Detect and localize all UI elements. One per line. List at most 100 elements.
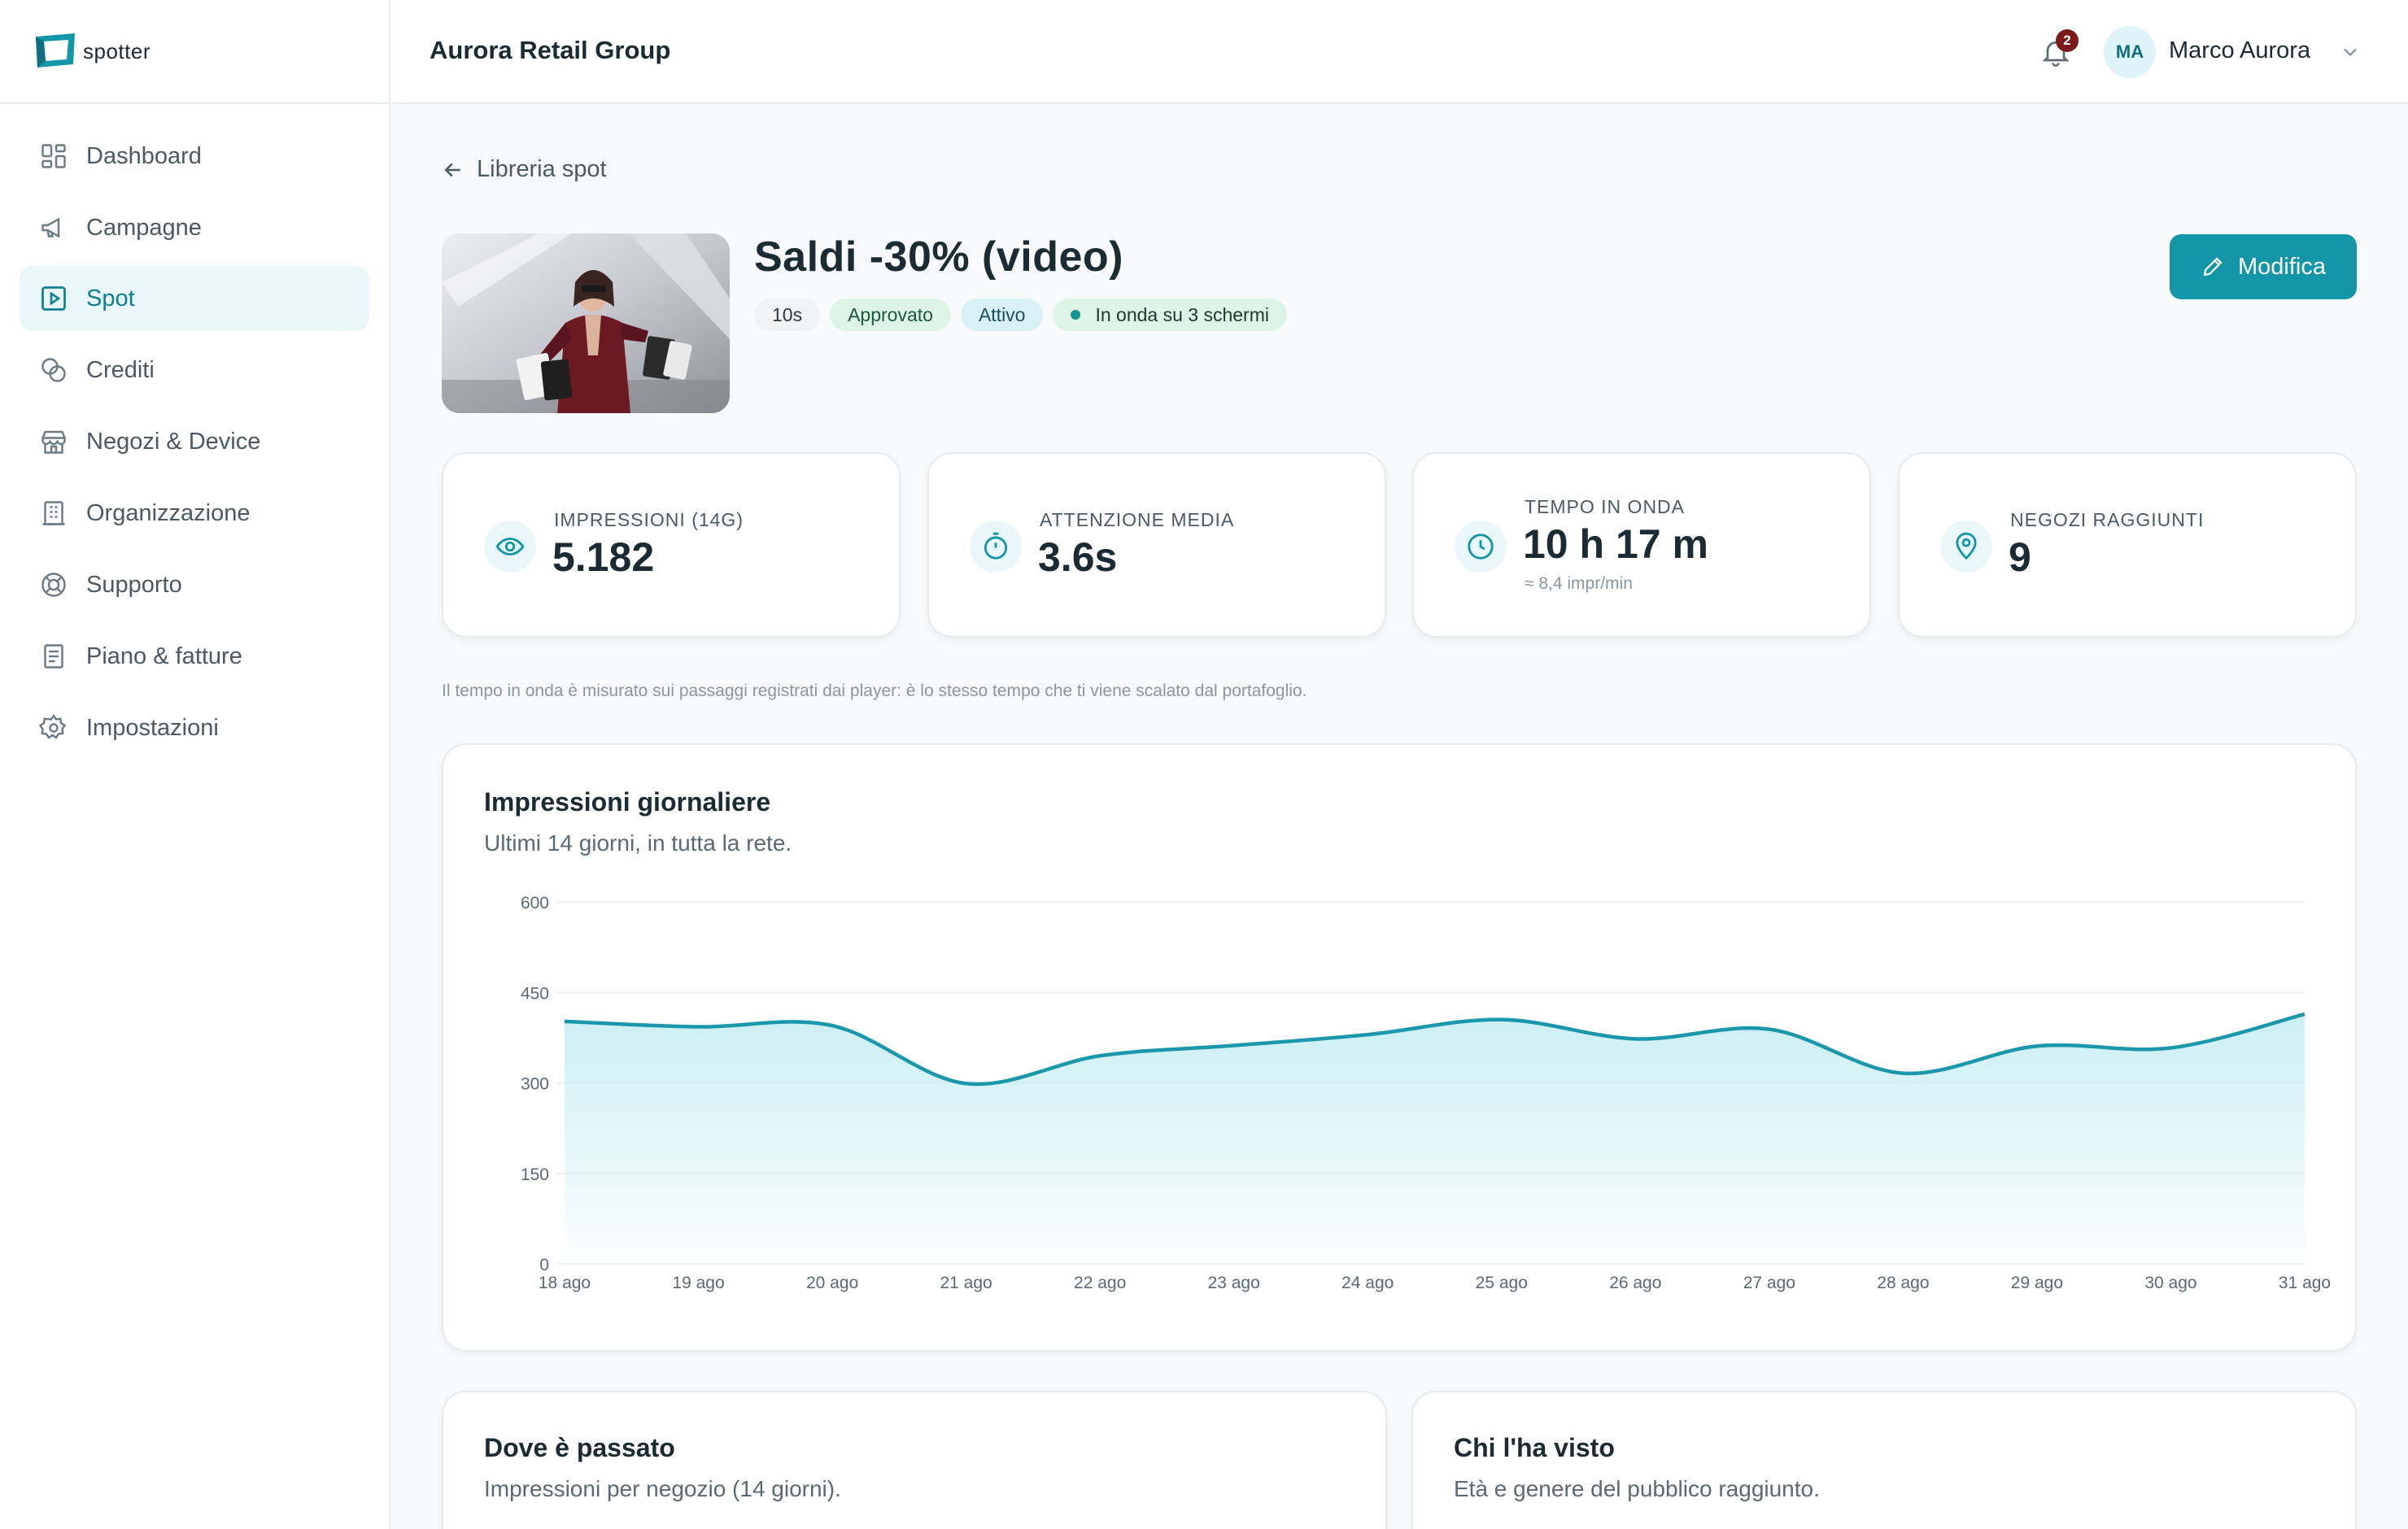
series-area (565, 1013, 2305, 1264)
x-tick-label: 20 ago (806, 1274, 858, 1292)
duration-badge: 10s (754, 298, 821, 331)
back-to-library-link[interactable]: Libreria spot (441, 156, 607, 183)
sidebar-item-label: Supporto (86, 571, 182, 598)
sidebar-item-label: Spot (86, 285, 135, 311)
x-tick-label: 18 ago (539, 1274, 591, 1292)
x-tick-label: 19 ago (672, 1274, 724, 1292)
x-tick-label: 23 ago (1208, 1274, 1260, 1292)
y-tick-label: 450 (521, 984, 549, 1003)
megaphone-icon (37, 211, 70, 244)
stores-card-subtitle: Impressioni per negozio (14 giorni). (484, 1476, 841, 1501)
sidebar-item-supporto[interactable]: Supporto (20, 552, 369, 617)
live-dot-icon (1071, 310, 1081, 320)
stat-value: 9 (2009, 534, 2031, 580)
dashboard-icon (37, 140, 70, 172)
sidebar-item-piano-fatture[interactable]: Piano & fatture (20, 624, 369, 689)
y-tick-label: 300 (521, 1075, 549, 1094)
organization-name: Aurora Retail Group (430, 36, 671, 64)
stat-label: ATTENZIONE MEDIA (1040, 509, 1235, 530)
eye-icon (484, 521, 536, 573)
sidebar-item-label: Negozi & Device (86, 428, 261, 455)
spot-title: Saldi -30% (video) (754, 233, 1123, 281)
y-tick-label: 0 (539, 1256, 549, 1274)
sidebar-item-label: Impostazioni (86, 714, 219, 741)
spotter-logo-icon (33, 32, 78, 71)
sidebar-item-label: Piano & fatture (86, 643, 242, 669)
sidebar-item-label: Organizzazione (86, 499, 251, 526)
stat-card-impressions: IMPRESSIONI (14G) 5.182 (442, 452, 901, 638)
store-icon (37, 425, 70, 458)
logo-text: spotter (83, 38, 150, 63)
sidebar-item-impostazioni[interactable]: Impostazioni (20, 695, 369, 760)
x-tick-label: 25 ago (1476, 1274, 1528, 1292)
x-tick-label: 21 ago (940, 1274, 992, 1292)
sidebar-item-campagne[interactable]: Campagne (20, 195, 369, 260)
chevron-down-icon[interactable] (2339, 41, 2362, 63)
top-header: Aurora Retail Group 2 MA Marco Aurora (392, 0, 2408, 104)
stores-card-title: Dove è passato (484, 1433, 675, 1462)
x-tick-label: 26 ago (1609, 1274, 1661, 1292)
stat-subtext: ≈ 8,4 impr/min (1525, 574, 1633, 593)
sidebar-item-crediti[interactable]: Crediti (20, 338, 369, 403)
avatar[interactable]: MA (2104, 26, 2156, 78)
logo[interactable]: spotter (0, 0, 389, 104)
spot-badges: 10s Approvato Attivo In onda su 3 scherm… (754, 298, 1287, 331)
stat-value: 10 h 17 m (1523, 521, 1708, 567)
stat-value: 3.6s (1038, 534, 1118, 580)
stat-label: NEGOZI RAGGIUNTI (2010, 509, 2205, 530)
arrow-left-icon (444, 163, 460, 176)
audience-card-subtitle: Età e genere del pubblico raggiunto. (1454, 1476, 1820, 1501)
stat-value: 5.182 (552, 534, 655, 580)
sidebar-item-label: Crediti (86, 356, 155, 383)
lifebuoy-icon (37, 568, 70, 601)
notification-badge: 2 (2056, 29, 2079, 52)
y-tick-label: 150 (521, 1165, 549, 1184)
status-badge: Attivo (960, 298, 1044, 331)
back-link-label: Libreria spot (477, 156, 607, 182)
on-air-label: In onda su 3 schermi (1095, 303, 1269, 325)
sidebar-item-organizzazione[interactable]: Organizzazione (20, 481, 369, 546)
stores-card: Dove è passato Impressioni per negozio (… (442, 1391, 1387, 1529)
sidebar-item-label: Dashboard (86, 142, 202, 169)
clock-icon (1455, 521, 1507, 573)
pencil-icon (2203, 257, 2223, 277)
sidebar-item-label: Campagne (86, 214, 202, 241)
daily-impressions-card: Impressioni giornaliere Ultimi 14 giorni… (442, 743, 2357, 1352)
audience-card-title: Chi l'ha visto (1454, 1433, 1615, 1462)
series-line (564, 1012, 2305, 1087)
coins-icon (37, 354, 70, 386)
approval-badge: Approvato (830, 298, 951, 331)
on-air-badge: In onda su 3 schermi (1053, 298, 1287, 331)
chart-title: Impressioni giornaliere (484, 787, 771, 817)
sidebar-item-negozi-device[interactable]: Negozi & Device (20, 409, 369, 474)
building-icon (37, 497, 70, 529)
spot-thumbnail[interactable] (442, 233, 730, 413)
sidebar-item-spot[interactable]: Spot (20, 266, 369, 331)
x-tick-label: 28 ago (1877, 1274, 1929, 1292)
stat-card-stores: NEGOZI RAGGIUNTI 9 (1898, 452, 2357, 638)
impressions-area-chart: 0 150 300 450 600 18 ago 19 ago 20 ago 21 ago 22 … (521, 894, 2331, 1292)
stopwatch-icon (970, 521, 1022, 573)
stat-card-attention: ATTENZIONE MEDIA 3.6s (927, 452, 1386, 638)
map-pin-icon (1940, 521, 1992, 573)
user-name[interactable]: Marco Aurora (2169, 37, 2311, 63)
audience-card: Chi l'ha visto Età e genere del pubblico… (1411, 1391, 2357, 1529)
edit-button[interactable]: Modifica (2170, 234, 2357, 299)
sidebar-item-dashboard[interactable]: Dashboard (20, 124, 369, 189)
x-tick-label: 24 ago (1341, 1274, 1394, 1292)
gear-icon (37, 712, 70, 744)
chart-subtitle: Ultimi 14 giorni, in tutta la rete. (484, 830, 792, 856)
stat-label: TEMPO IN ONDA (1525, 496, 1686, 517)
x-tick-label: 22 ago (1074, 1274, 1126, 1292)
play-square-icon (37, 282, 70, 315)
x-tick-label: 29 ago (2011, 1274, 2063, 1292)
stat-label: IMPRESSIONI (14G) (554, 509, 744, 530)
y-tick-label: 600 (521, 894, 549, 913)
stat-card-airtime: TEMPO IN ONDA 10 h 17 m ≈ 8,4 impr/min (1412, 452, 1871, 638)
receipt-icon (37, 640, 70, 673)
airtime-note: Il tempo in onda è misurato sui passaggi… (442, 682, 1307, 700)
x-tick-label: 27 ago (1743, 1274, 1795, 1292)
x-tick-label: 30 ago (2144, 1274, 2196, 1292)
edit-button-label: Modifica (2238, 253, 2326, 280)
x-tick-label: 31 ago (2279, 1274, 2331, 1292)
